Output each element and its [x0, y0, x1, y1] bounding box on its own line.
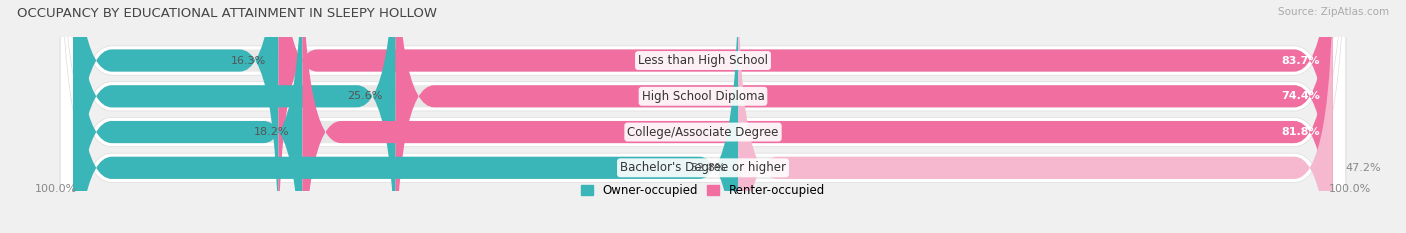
FancyBboxPatch shape: [73, 0, 1333, 233]
FancyBboxPatch shape: [60, 0, 1346, 233]
Text: 16.3%: 16.3%: [231, 55, 266, 65]
FancyBboxPatch shape: [395, 0, 1333, 233]
Text: 100.0%: 100.0%: [1329, 184, 1371, 194]
FancyBboxPatch shape: [60, 0, 1346, 233]
Text: College/Associate Degree: College/Associate Degree: [627, 126, 779, 139]
Text: 47.2%: 47.2%: [1346, 163, 1381, 173]
FancyBboxPatch shape: [302, 0, 1333, 233]
FancyBboxPatch shape: [738, 0, 1333, 233]
Text: High School Diploma: High School Diploma: [641, 90, 765, 103]
Text: 18.2%: 18.2%: [254, 127, 290, 137]
Legend: Owner-occupied, Renter-occupied: Owner-occupied, Renter-occupied: [581, 185, 825, 197]
Text: Bachelor's Degree or higher: Bachelor's Degree or higher: [620, 161, 786, 174]
FancyBboxPatch shape: [73, 0, 278, 233]
Text: OCCUPANCY BY EDUCATIONAL ATTAINMENT IN SLEEPY HOLLOW: OCCUPANCY BY EDUCATIONAL ATTAINMENT IN S…: [17, 7, 437, 20]
FancyBboxPatch shape: [278, 0, 1333, 233]
Text: 81.8%: 81.8%: [1281, 127, 1320, 137]
Text: 83.7%: 83.7%: [1281, 55, 1320, 65]
FancyBboxPatch shape: [73, 0, 1333, 233]
Text: 52.8%: 52.8%: [690, 163, 725, 173]
FancyBboxPatch shape: [73, 0, 395, 233]
FancyBboxPatch shape: [73, 0, 738, 233]
FancyBboxPatch shape: [73, 0, 302, 233]
FancyBboxPatch shape: [73, 0, 1333, 233]
FancyBboxPatch shape: [73, 0, 1333, 233]
Text: Less than High School: Less than High School: [638, 54, 768, 67]
Text: 25.6%: 25.6%: [347, 91, 382, 101]
FancyBboxPatch shape: [60, 0, 1346, 233]
Text: 74.4%: 74.4%: [1281, 91, 1320, 101]
FancyBboxPatch shape: [60, 0, 1346, 233]
Text: Source: ZipAtlas.com: Source: ZipAtlas.com: [1278, 7, 1389, 17]
Text: 100.0%: 100.0%: [35, 184, 77, 194]
